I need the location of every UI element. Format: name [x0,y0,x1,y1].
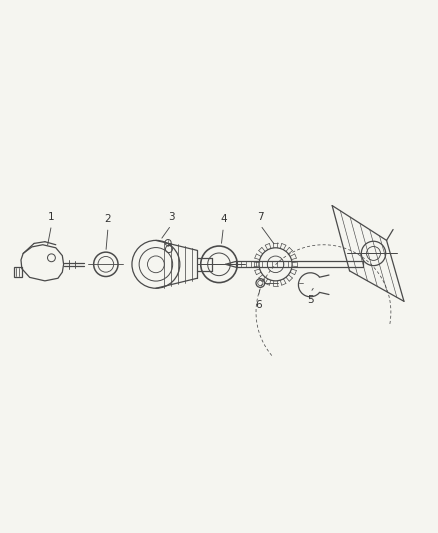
Text: 1: 1 [48,212,55,222]
Text: 6: 6 [255,300,261,310]
Text: 2: 2 [105,214,111,224]
Text: 5: 5 [307,295,314,305]
Text: 7: 7 [257,212,264,222]
Text: 3: 3 [168,212,174,222]
Text: 4: 4 [220,214,226,224]
